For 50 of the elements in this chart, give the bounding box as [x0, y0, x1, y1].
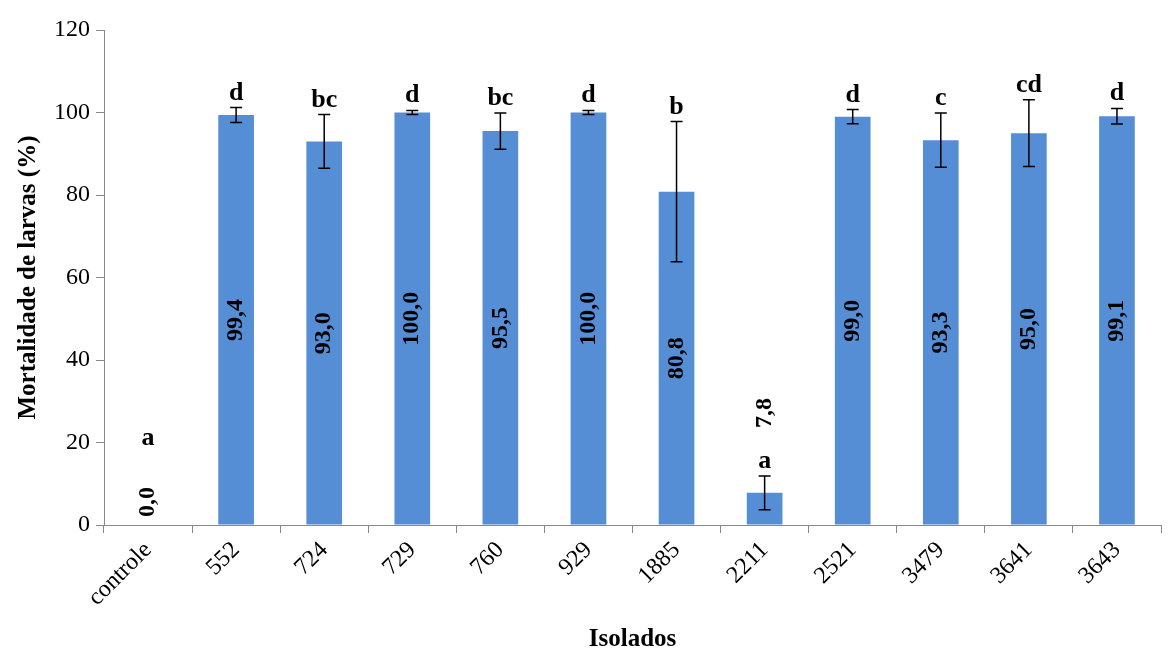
- x-axis-title: Isolados: [588, 624, 677, 652]
- bar: [306, 141, 343, 525]
- bar: [922, 140, 959, 525]
- annotation: bc: [311, 83, 338, 113]
- data-label: 95,0: [1014, 308, 1041, 351]
- bar: [570, 112, 607, 525]
- data-label: 99,1: [1102, 299, 1129, 342]
- data-label: 0,0: [133, 487, 160, 518]
- data-label: 93,3: [925, 311, 952, 354]
- x-tick-label: 552: [200, 535, 245, 580]
- x-tick-label: 724: [288, 535, 333, 580]
- annotation: d: [1109, 77, 1125, 107]
- annotation: c: [935, 81, 947, 111]
- bar: [746, 492, 783, 525]
- annotation: cd: [1015, 68, 1043, 98]
- bar: [658, 191, 695, 525]
- annotation: d: [581, 79, 597, 109]
- x-tick-label: 2211: [720, 535, 773, 588]
- y-tick-label: 80: [66, 180, 90, 207]
- y-tick-label: 60: [66, 262, 90, 289]
- bar: [394, 112, 431, 525]
- data-label: 99,4: [221, 299, 248, 342]
- annotation: a: [758, 444, 772, 474]
- annotation: d: [405, 79, 421, 109]
- x-tick-label: 760: [464, 535, 509, 580]
- annotation: d: [845, 78, 861, 108]
- annotation: d: [228, 76, 244, 106]
- bar: [218, 114, 254, 525]
- data-label: 100,0: [397, 291, 424, 346]
- data-label: 7,8: [749, 397, 776, 428]
- y-tick-label: 40: [66, 345, 90, 372]
- y-tick-label: 120: [54, 15, 90, 42]
- x-tick-label: 929: [552, 535, 597, 580]
- data-label: 95,5: [485, 307, 512, 350]
- y-tick-label: 0: [78, 510, 90, 537]
- bar: [834, 116, 871, 525]
- x-tick-label: 729: [376, 535, 421, 580]
- bar: [1099, 116, 1135, 525]
- y-tick-label: 20: [66, 427, 90, 454]
- bar: [482, 131, 519, 525]
- annotation: a: [141, 421, 155, 451]
- bar: [1011, 133, 1047, 525]
- annotation: bc: [487, 81, 514, 111]
- y-axis-title: Mortalidade de larvas (%): [13, 135, 42, 420]
- data-label: 80,8: [661, 337, 688, 380]
- data-label: 93,0: [309, 312, 336, 355]
- data-label: 100,0: [573, 291, 600, 346]
- annotation: b: [669, 90, 684, 120]
- y-tick-label: 100: [54, 97, 90, 124]
- data-label: 99,0: [837, 299, 864, 342]
